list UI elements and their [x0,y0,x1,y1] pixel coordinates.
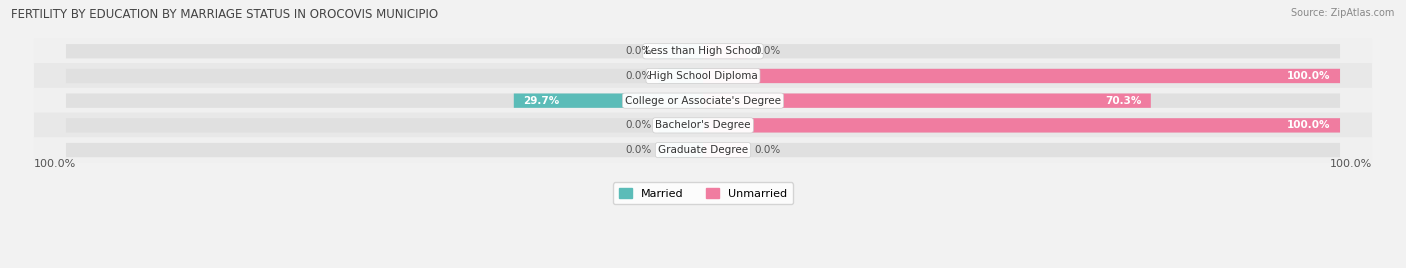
Text: Graduate Degree: Graduate Degree [658,145,748,155]
FancyBboxPatch shape [658,69,703,83]
Text: 100.0%: 100.0% [34,159,76,169]
Text: 70.3%: 70.3% [1105,96,1142,106]
Text: 0.0%: 0.0% [754,145,780,155]
FancyBboxPatch shape [703,44,1340,58]
FancyBboxPatch shape [703,44,748,58]
FancyBboxPatch shape [703,118,1340,133]
Text: 0.0%: 0.0% [754,46,780,56]
FancyBboxPatch shape [703,69,1340,83]
FancyBboxPatch shape [34,137,1372,163]
Text: 0.0%: 0.0% [626,145,652,155]
Text: 0.0%: 0.0% [626,120,652,130]
FancyBboxPatch shape [66,94,703,108]
FancyBboxPatch shape [703,143,1340,157]
Text: 100.0%: 100.0% [1286,71,1330,81]
FancyBboxPatch shape [658,143,703,157]
Text: College or Associate's Degree: College or Associate's Degree [626,96,780,106]
FancyBboxPatch shape [658,44,703,58]
Text: 0.0%: 0.0% [626,71,652,81]
FancyBboxPatch shape [34,88,1372,114]
FancyBboxPatch shape [34,63,1372,89]
FancyBboxPatch shape [66,44,703,58]
Text: 100.0%: 100.0% [1330,159,1372,169]
Text: FERTILITY BY EDUCATION BY MARRIAGE STATUS IN OROCOVIS MUNICIPIO: FERTILITY BY EDUCATION BY MARRIAGE STATU… [11,8,439,21]
FancyBboxPatch shape [703,94,1152,108]
FancyBboxPatch shape [703,143,748,157]
FancyBboxPatch shape [66,118,703,133]
Text: Bachelor's Degree: Bachelor's Degree [655,120,751,130]
FancyBboxPatch shape [66,143,703,157]
Text: Less than High School: Less than High School [645,46,761,56]
Text: Source: ZipAtlas.com: Source: ZipAtlas.com [1291,8,1395,18]
FancyBboxPatch shape [703,118,1340,133]
FancyBboxPatch shape [703,69,1340,83]
FancyBboxPatch shape [34,38,1372,64]
FancyBboxPatch shape [703,94,1340,108]
FancyBboxPatch shape [513,94,703,108]
Text: 29.7%: 29.7% [523,96,560,106]
Text: 0.0%: 0.0% [626,46,652,56]
FancyBboxPatch shape [66,69,703,83]
Text: 100.0%: 100.0% [1286,120,1330,130]
Text: High School Diploma: High School Diploma [648,71,758,81]
FancyBboxPatch shape [658,118,703,133]
Legend: Married, Unmarried: Married, Unmarried [613,183,793,204]
FancyBboxPatch shape [34,113,1372,138]
